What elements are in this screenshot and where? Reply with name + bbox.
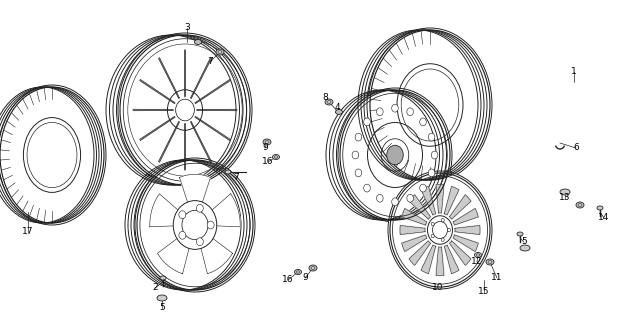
Polygon shape [421,186,436,215]
Ellipse shape [309,265,317,271]
Ellipse shape [263,139,271,145]
Polygon shape [409,241,431,265]
Polygon shape [444,245,459,274]
Text: 3: 3 [184,24,190,33]
Ellipse shape [520,245,530,251]
Ellipse shape [338,88,452,222]
Ellipse shape [118,33,252,187]
Text: 13: 13 [559,194,571,203]
Polygon shape [409,195,431,219]
Ellipse shape [392,104,398,112]
Ellipse shape [273,154,280,160]
Polygon shape [455,226,480,234]
Ellipse shape [0,85,106,225]
Polygon shape [402,208,427,225]
Text: 2: 2 [152,284,158,293]
Ellipse shape [325,99,333,105]
Ellipse shape [407,108,413,116]
Text: 1: 1 [571,68,577,77]
Text: 9: 9 [262,144,268,152]
Ellipse shape [576,202,584,208]
Ellipse shape [431,222,434,226]
Text: 6: 6 [573,144,579,152]
Text: 15: 15 [478,287,490,296]
Ellipse shape [517,232,523,236]
Ellipse shape [431,234,434,238]
Polygon shape [157,233,191,274]
Polygon shape [421,245,436,274]
Ellipse shape [486,259,494,265]
Ellipse shape [216,49,224,55]
Ellipse shape [195,40,202,44]
Ellipse shape [392,198,398,206]
Ellipse shape [376,194,383,202]
Text: 5: 5 [521,238,527,247]
Polygon shape [453,235,478,252]
Ellipse shape [428,169,435,177]
Polygon shape [444,186,459,215]
Ellipse shape [335,109,342,115]
Ellipse shape [420,184,426,192]
Ellipse shape [442,219,444,222]
Text: 11: 11 [492,273,503,283]
Ellipse shape [560,189,570,195]
Ellipse shape [135,158,255,292]
Ellipse shape [173,201,217,249]
Text: 12: 12 [471,257,483,266]
Ellipse shape [420,118,426,126]
Ellipse shape [428,216,452,244]
Text: 5: 5 [159,303,165,313]
Ellipse shape [355,133,362,141]
Polygon shape [453,208,478,225]
Ellipse shape [442,238,444,241]
Polygon shape [402,235,427,252]
Ellipse shape [447,228,451,232]
Polygon shape [436,184,444,213]
Polygon shape [436,247,444,276]
Ellipse shape [597,206,603,210]
Ellipse shape [364,184,371,192]
Ellipse shape [364,118,371,126]
Ellipse shape [474,253,481,257]
Text: 9: 9 [302,273,308,283]
Polygon shape [150,194,185,227]
Ellipse shape [179,211,186,219]
Ellipse shape [207,221,214,229]
Ellipse shape [157,295,167,301]
Ellipse shape [407,194,413,202]
Ellipse shape [196,204,204,212]
Text: 7: 7 [233,174,239,182]
Polygon shape [198,233,232,274]
Text: 16: 16 [282,276,294,285]
Polygon shape [400,226,425,234]
Ellipse shape [294,270,301,275]
Polygon shape [205,194,240,227]
Ellipse shape [368,28,492,182]
Text: 8: 8 [322,93,328,102]
Ellipse shape [376,108,383,116]
Text: 17: 17 [22,227,34,236]
Text: 7: 7 [207,57,213,66]
Ellipse shape [387,145,403,165]
Ellipse shape [352,151,358,159]
Ellipse shape [355,169,362,177]
Text: 14: 14 [598,213,610,222]
Ellipse shape [431,151,438,159]
Polygon shape [449,195,471,219]
Ellipse shape [388,171,492,289]
Ellipse shape [179,231,186,239]
Ellipse shape [225,170,231,174]
Polygon shape [449,241,471,265]
Text: 4: 4 [334,103,340,113]
Ellipse shape [196,238,204,246]
Ellipse shape [160,276,166,280]
Ellipse shape [428,133,435,141]
Text: 10: 10 [432,284,444,293]
Text: 16: 16 [262,158,274,167]
Polygon shape [179,174,211,211]
